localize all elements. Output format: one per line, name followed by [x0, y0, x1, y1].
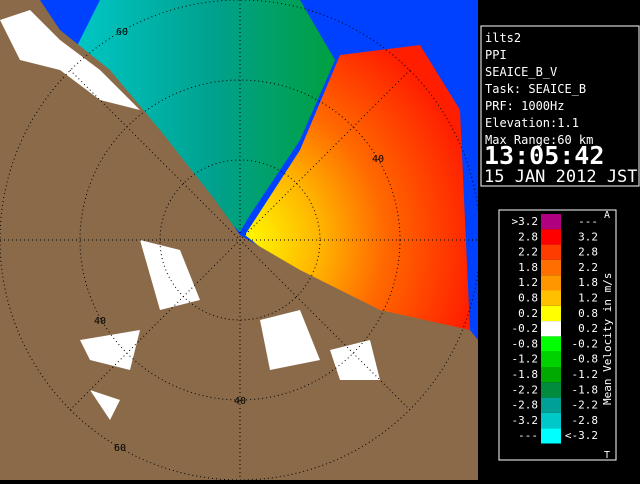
- legend-low: 0.8: [518, 292, 538, 305]
- legend-high: <-3.2: [565, 429, 598, 442]
- legend-high: -1.2: [572, 368, 599, 381]
- legend-low: 1.2: [518, 276, 538, 289]
- legend-high: ---: [578, 215, 598, 228]
- legend-low: -2.8: [512, 399, 539, 412]
- legend-low: -1.2: [512, 353, 539, 366]
- legend-low: -2.2: [512, 383, 539, 396]
- info-panel: [480, 25, 640, 187]
- legend-swatch: [541, 367, 561, 383]
- legend-swatch: [541, 275, 561, 291]
- legend-low: >3.2: [512, 215, 539, 228]
- legend-high: 1.8: [578, 276, 598, 289]
- info-line: SEAICE_B_V: [485, 65, 557, 79]
- legend-low: -1.8: [512, 368, 539, 381]
- range-label: 40: [372, 154, 384, 165]
- legend-swatch: [541, 428, 561, 444]
- legend-low: -0.8: [512, 337, 539, 350]
- date: 15 JAN 2012 JST: [484, 167, 638, 187]
- info-line: PRF: 1000Hz: [485, 99, 564, 113]
- legend-high: 1.2: [578, 292, 598, 305]
- legend-swatch: [541, 259, 561, 276]
- approaching-echo: [70, 0, 335, 232]
- radar-map: 60 40 40 40 60: [0, 0, 478, 480]
- legend-high: -1.8: [572, 383, 599, 396]
- legend-high: -2.2: [572, 399, 599, 412]
- legend-swatch: [541, 214, 561, 230]
- legend-title: Mean Velocity in m/s: [601, 273, 614, 405]
- legend-swatch: [541, 382, 561, 398]
- legend-high: 3.2: [578, 230, 598, 243]
- legend-swatch: [541, 305, 561, 322]
- legend-low: -3.2: [512, 414, 539, 427]
- range-label: 40: [94, 316, 106, 327]
- snow: [0, 10, 380, 420]
- legend: >3.2 --- 2.8 3.2 2.2 2.8 1.8 2.2 1.2 1.8 0.8 1.2 0.2…: [512, 214, 599, 444]
- range-label: 60: [114, 443, 126, 454]
- legend-low: -0.2: [512, 322, 539, 335]
- legend-low: 2.8: [518, 230, 538, 243]
- info-line: ilts2: [485, 31, 521, 45]
- legend-swatch: [541, 397, 561, 413]
- legend-swatch: [541, 351, 561, 367]
- legend-high: 2.8: [578, 246, 598, 259]
- legend-swatch: [541, 321, 561, 337]
- info-line: Max Range:60 km: [485, 133, 593, 147]
- legend-high: -0.2: [572, 337, 599, 350]
- receding-echo: [245, 45, 470, 330]
- legend-swatch: [541, 412, 561, 429]
- legend-low: ---: [518, 429, 538, 442]
- legend-high: 0.2: [578, 322, 598, 335]
- legend-swatch: [541, 290, 561, 306]
- info-line: Elevation:1.1: [485, 116, 579, 130]
- legend-low: 1.8: [518, 261, 538, 274]
- range-labels: 60 40 40 40 60: [94, 27, 384, 454]
- info-text: ilts2 PPI SEAICE_B_V Task: SEAICE_B PRF: 100…: [485, 31, 593, 147]
- time: 13:05:42: [484, 141, 604, 170]
- legend-low: 2.2: [518, 246, 538, 259]
- range-label: 60: [116, 27, 128, 38]
- info-line: PPI: [485, 48, 507, 62]
- legend-swatch: [541, 229, 561, 245]
- legend-high: 0.8: [578, 307, 598, 320]
- legend-low: 0.2: [518, 307, 538, 320]
- legend-high: 2.2: [578, 261, 598, 274]
- legend-swatch: [541, 336, 561, 352]
- legend-high: -2.8: [572, 414, 599, 427]
- range-label: 40: [234, 396, 246, 407]
- legend-top-mark: A: [604, 210, 610, 221]
- legend-high: -0.8: [572, 353, 599, 366]
- info-line: Task: SEAICE_B: [485, 82, 586, 96]
- legend-bottom-mark: T: [604, 450, 610, 461]
- legend-swatch: [541, 244, 561, 260]
- range-rings: [0, 0, 478, 480]
